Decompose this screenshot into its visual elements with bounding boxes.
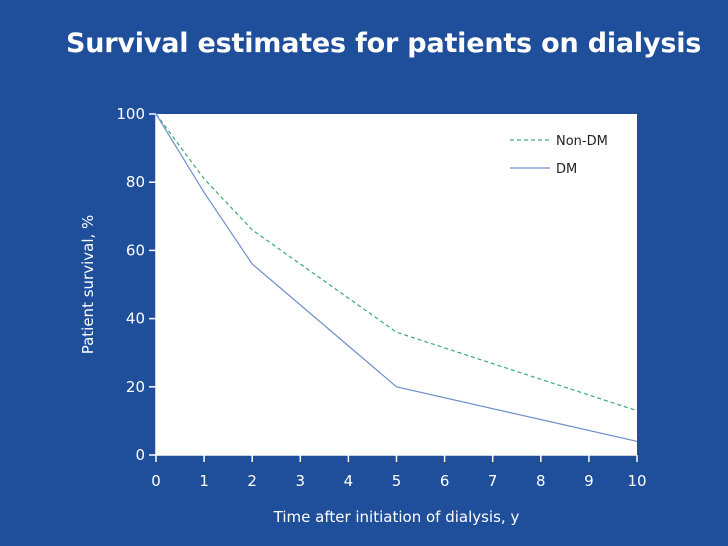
x-tick-label-1: 1	[199, 472, 209, 490]
x-tick-label-9: 9	[584, 472, 594, 490]
x-tick-label-8: 8	[536, 472, 546, 490]
y-axis-label: Patient survival, %	[79, 215, 97, 355]
legend-label-dm: DM	[556, 162, 577, 177]
x-tick-label-4: 4	[344, 472, 354, 490]
x-tick-label-2: 2	[247, 472, 257, 490]
x-tick-label-3: 3	[296, 472, 306, 490]
x-tick-label-6: 6	[440, 472, 450, 490]
x-tick-label-0: 0	[151, 472, 161, 490]
legend-label-non-dm: Non-DM	[556, 134, 608, 149]
ticks: 0 20 40 60 80 100 0 1 2 3 4 5 6 7 8 9 10	[116, 105, 646, 490]
y-tick-label-40: 40	[126, 310, 145, 328]
y-tick-label-100: 100	[116, 105, 145, 123]
y-tick-label-60: 60	[126, 241, 145, 259]
x-tick-label-10: 10	[627, 472, 646, 490]
x-tick-label-7: 7	[488, 472, 498, 490]
slide-title: Survival estimates for patients on dialy…	[66, 28, 702, 59]
y-tick-label-80: 80	[126, 173, 145, 191]
plot-area	[156, 114, 637, 455]
x-tick-label-5: 5	[392, 472, 402, 490]
x-axis-label: Time after initiation of dialysis, y	[273, 508, 520, 526]
y-tick-label-20: 20	[126, 378, 145, 396]
series-line-dm	[155, 113, 638, 442]
y-tick-label-0: 0	[135, 446, 145, 464]
series-line-non-dm	[155, 113, 638, 412]
legend: Non-DM DM	[510, 134, 608, 177]
series-layer	[155, 113, 638, 442]
